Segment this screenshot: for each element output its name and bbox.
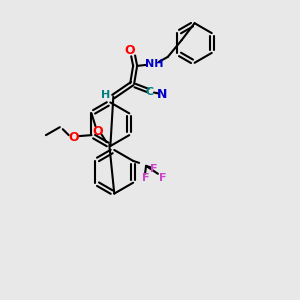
Text: O: O: [125, 44, 136, 57]
Text: N: N: [157, 88, 167, 101]
Text: O: O: [68, 130, 79, 144]
Text: F: F: [150, 164, 158, 174]
Text: C: C: [146, 86, 154, 97]
Text: NH: NH: [145, 59, 163, 69]
Text: F: F: [142, 173, 150, 183]
Text: F: F: [159, 173, 166, 183]
Text: H: H: [101, 89, 110, 100]
Text: O: O: [92, 125, 103, 138]
